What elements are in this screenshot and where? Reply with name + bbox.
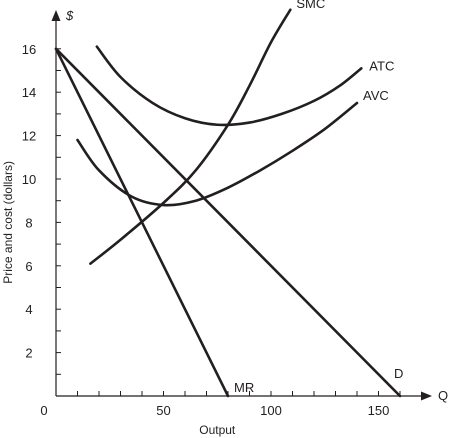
curve-atc: [95, 45, 363, 127]
y-tick-label: 6: [25, 259, 32, 274]
x-tick-label: 100: [260, 403, 282, 418]
curve-label-smc: SMC: [296, 0, 325, 11]
curve-d: [54, 47, 402, 398]
x-tick-label: 0: [40, 403, 47, 418]
y-tick-label: 12: [22, 129, 36, 144]
y-tick-label: 16: [22, 42, 36, 57]
curve-label-avc: AVC: [363, 88, 389, 103]
curve-mr: [54, 47, 230, 398]
curve-label-d: D: [394, 366, 403, 381]
curve-smc: [89, 8, 292, 265]
curves: [54, 8, 402, 398]
axes: [51, 10, 432, 401]
curve-avc: [76, 101, 359, 207]
x-axis-end-label: Q: [438, 388, 448, 403]
y-tick-label: 14: [22, 85, 36, 100]
y-tick-label: 10: [22, 172, 36, 187]
y-axis-title: Price and cost (dollars): [1, 161, 15, 284]
curve-label-atc: ATC: [369, 58, 394, 73]
curve-label-mr: MR: [234, 380, 254, 395]
curve-labels: SMC ATC AVC MR D: [234, 0, 403, 395]
y-tick-label: 8: [25, 215, 32, 230]
x-axis-title: Output: [199, 423, 236, 437]
x-tick-label: 50: [156, 403, 170, 418]
y-axis-arrow: [51, 10, 61, 21]
y-axis-unit-label: $: [65, 8, 74, 23]
tick-labels: 0 50 100 150 2 4 6 8 10 12 14 16: [22, 42, 390, 418]
y-tick-label: 4: [25, 302, 32, 317]
x-axis-arrow: [421, 391, 432, 401]
x-tick-label: 150: [368, 403, 390, 418]
y-tick-label: 2: [25, 346, 32, 361]
